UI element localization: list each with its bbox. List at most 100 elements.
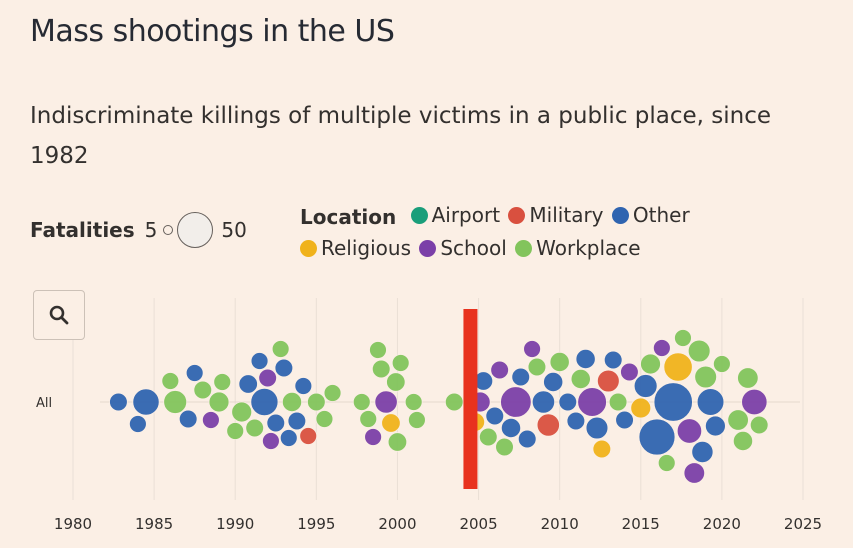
data-point — [597, 369, 620, 393]
data-point — [444, 392, 464, 412]
data-point — [608, 392, 628, 412]
data-point — [352, 393, 371, 411]
airport-dot-icon — [410, 207, 428, 224]
data-point — [387, 432, 408, 452]
data-point — [323, 384, 342, 402]
x-tick-label: 2025 — [784, 515, 822, 533]
data-point — [713, 355, 731, 373]
chart-subtitle: Indiscriminate killings of multiple vict… — [30, 103, 772, 169]
other-dot-icon — [611, 207, 629, 224]
x-tick-label: 2005 — [459, 515, 497, 533]
data-point — [615, 410, 634, 430]
data-point — [640, 353, 661, 375]
data-point — [369, 341, 387, 359]
small-circle-icon — [163, 225, 174, 235]
data-point — [566, 411, 586, 431]
data-point — [638, 418, 676, 456]
data-point — [364, 428, 382, 446]
data-point — [683, 462, 706, 484]
search-button[interactable] — [33, 290, 85, 340]
data-point — [294, 377, 313, 395]
data-point — [500, 417, 522, 439]
data-point — [238, 374, 258, 394]
data-point — [549, 351, 570, 373]
data-point — [307, 392, 326, 412]
x-tick-label: 1995 — [297, 515, 335, 533]
data-point — [527, 357, 547, 377]
legend-item-school[interactable]: School — [419, 233, 507, 264]
data-point — [208, 391, 230, 413]
data-point — [178, 409, 198, 429]
data-point — [536, 413, 560, 437]
data-point — [727, 409, 749, 431]
chart-title: Mass shootings in the US — [30, 14, 395, 49]
data-point — [129, 415, 147, 433]
data-point — [287, 411, 307, 431]
data-point — [674, 329, 692, 347]
x-tick-label: 1990 — [216, 515, 254, 533]
data-point — [657, 454, 676, 472]
data-point — [281, 391, 303, 413]
data-point — [163, 390, 188, 414]
data-point — [185, 364, 204, 382]
data-point — [511, 367, 531, 387]
data-point — [749, 415, 769, 435]
data-point — [653, 382, 693, 422]
data-point — [359, 410, 378, 428]
data-point — [132, 388, 160, 416]
legend-label: Other — [632, 203, 690, 227]
row-label: All — [36, 396, 52, 411]
data-point — [517, 429, 537, 449]
data-point — [603, 350, 623, 370]
data-point — [274, 358, 294, 378]
legend-item-airport[interactable]: Airport — [410, 200, 501, 231]
data-point — [575, 348, 596, 370]
legend-item-other[interactable]: Other — [611, 200, 690, 231]
location-label: Location — [300, 205, 397, 229]
fatalities-legend: Fatalities 5 50 — [30, 212, 247, 248]
data-point — [231, 401, 253, 423]
data-point — [691, 440, 714, 464]
data-point — [585, 416, 609, 440]
highlight-bar — [463, 309, 478, 489]
data-point — [371, 359, 391, 379]
data-point — [250, 388, 279, 416]
data-point — [694, 365, 717, 389]
large-circle-icon — [177, 212, 214, 248]
data-point — [193, 380, 213, 400]
workplace-dot-icon — [515, 240, 533, 257]
data-point — [741, 388, 768, 416]
x-tick-label: 2010 — [541, 515, 579, 533]
data-point — [737, 367, 759, 389]
legend-label: Airport — [431, 203, 501, 227]
data-point — [391, 354, 410, 372]
school-dot-icon — [419, 240, 437, 257]
data-point — [374, 390, 398, 414]
data-point — [577, 387, 607, 417]
legend-item-workplace[interactable]: Workplace — [515, 233, 641, 264]
data-point — [245, 418, 264, 438]
legend-item-religious[interactable]: Religious — [300, 233, 411, 264]
data-point — [652, 339, 671, 357]
data-point — [558, 392, 578, 412]
legend-label: School — [440, 236, 507, 260]
data-point — [630, 397, 652, 419]
data-point — [485, 406, 505, 426]
data-point — [495, 437, 514, 457]
data-point — [676, 418, 703, 444]
data-point — [523, 340, 541, 358]
legend-item-military[interactable]: Military — [508, 200, 604, 231]
data-point — [570, 368, 591, 390]
data-point — [696, 388, 725, 416]
data-point — [500, 386, 532, 418]
data-point — [592, 439, 612, 459]
data-point — [531, 390, 556, 414]
legend-label: Workplace — [536, 236, 641, 260]
data-point — [543, 371, 564, 393]
data-point — [202, 411, 220, 429]
data-point — [687, 339, 711, 363]
data-point — [250, 352, 269, 370]
data-point — [404, 393, 423, 411]
data-point — [705, 415, 726, 437]
data-point — [279, 429, 298, 447]
